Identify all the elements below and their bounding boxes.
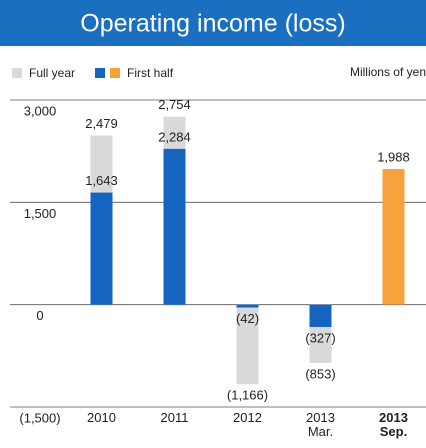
title-bar bbox=[0, 0, 426, 46]
value-label: (42) bbox=[236, 311, 259, 326]
x-tick-line: 2013 bbox=[379, 410, 408, 425]
x-tick-label: 2011 bbox=[161, 410, 189, 425]
legend-swatch bbox=[12, 68, 22, 78]
bar bbox=[382, 169, 405, 305]
bar bbox=[90, 192, 113, 305]
legend-label: Full year bbox=[29, 66, 75, 80]
value-label: 1,643 bbox=[85, 173, 118, 188]
legend-swatch bbox=[95, 68, 106, 78]
x-tick-label: 2013 Sep. bbox=[379, 410, 408, 439]
x-tick-label: 2013 Mar. bbox=[306, 410, 335, 439]
y-tick-label: 3,000 bbox=[24, 103, 57, 118]
value-label: 1,988 bbox=[377, 149, 410, 164]
x-tick-line: 2012 bbox=[233, 410, 262, 425]
y-tick-label: 0 bbox=[36, 308, 43, 323]
value-label: (1,166) bbox=[227, 388, 268, 403]
bar bbox=[236, 304, 259, 308]
value-label: (853) bbox=[305, 366, 335, 381]
unit-label: Millions of yen bbox=[350, 65, 426, 79]
x-tick-label: 2012 bbox=[233, 410, 262, 425]
x-tick-label: 2010 bbox=[87, 410, 116, 425]
x-tick-line: 2011 bbox=[161, 410, 189, 425]
x-tick-line: Sep. bbox=[380, 424, 407, 439]
bar bbox=[163, 148, 186, 305]
chart-title: Operating income (loss) bbox=[80, 10, 345, 38]
value-label: 2,479 bbox=[85, 116, 118, 131]
x-tick-line: Mar. bbox=[308, 424, 333, 439]
bar bbox=[236, 304, 259, 385]
x-tick-line: 2013 bbox=[306, 410, 335, 425]
x-tick-line: 2010 bbox=[87, 410, 116, 425]
value-label: 2,754 bbox=[158, 97, 191, 112]
legend-swatch bbox=[110, 68, 121, 78]
bar bbox=[309, 304, 332, 327]
y-tick-label: 1,500 bbox=[24, 206, 57, 221]
value-label: (327) bbox=[305, 330, 335, 345]
legend-label: First half bbox=[127, 66, 174, 80]
value-label: 2,284 bbox=[158, 129, 191, 144]
y-tick-label: (1,500) bbox=[19, 410, 60, 425]
